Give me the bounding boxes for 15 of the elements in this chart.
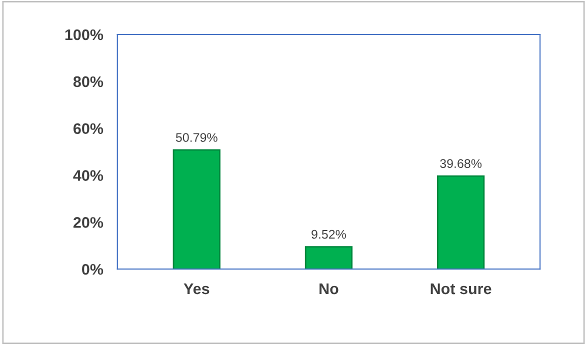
data-label: 50.79% (176, 133, 218, 142)
y-tick-label: 0% (82, 264, 104, 275)
x-tick-label: No (320, 284, 338, 294)
x-tick-label: Not sure (430, 284, 492, 294)
y-tick-label: 100% (65, 29, 104, 40)
data-label: 39.68% (440, 159, 482, 168)
data-label: 9.52% (312, 230, 346, 239)
y-tick-label: 20% (73, 217, 104, 228)
bar (436, 175, 485, 270)
y-tick-label: 80% (73, 76, 104, 88)
bar (304, 246, 353, 270)
y-tick-label: 60% (73, 123, 104, 134)
x-tick-label: Yes (184, 284, 210, 294)
y-tick-label: 40% (73, 170, 104, 181)
bar (172, 149, 220, 270)
